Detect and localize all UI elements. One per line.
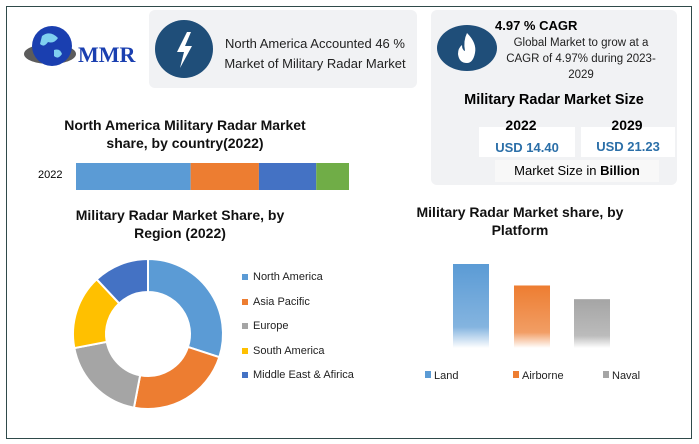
region-chart-title-line1: Military Radar Market Share, by — [75, 207, 285, 223]
region-legend: North America Asia Pacific Europe South Ame… — [242, 270, 354, 393]
cagr-text-line2: CAGR of 4.97% during 2023- — [506, 53, 656, 65]
market-size-unit: Market Size in Billion — [495, 160, 659, 182]
donut-slice-asia-pacific — [132, 345, 221, 410]
country-stacked-bar — [76, 163, 349, 190]
cagr-text-line3: 2029 — [568, 69, 594, 81]
legend-label: Europe — [253, 320, 289, 332]
platform-bar-land — [453, 264, 489, 348]
unit-bold: Billion — [600, 163, 640, 178]
logo: MMR — [14, 22, 144, 72]
market-size-value-2029: USD 21.23 — [596, 139, 660, 154]
donut-slice-middle-east-afirica — [95, 257, 149, 305]
legend-swatch — [513, 371, 519, 378]
cagr-headline: 4.97 % CAGR — [495, 18, 578, 33]
region-chart-title: Military Radar Market Share, by Region (… — [60, 206, 300, 242]
stacked-bar-segment-1 — [190, 163, 259, 190]
legend-swatch — [242, 372, 248, 378]
legend-label: Middle East & Afirica — [253, 369, 354, 381]
flame-icon — [437, 25, 497, 71]
platform-bar-airborne — [514, 285, 550, 348]
logo-text: MMR — [78, 42, 136, 67]
legend-swatch — [425, 371, 431, 378]
highlight-card: North America Accounted 46 % Market of M… — [149, 10, 417, 88]
platform-bar-naval — [574, 299, 610, 348]
legend-item: South America — [242, 344, 354, 358]
globe-logo-icon — [24, 26, 76, 66]
market-size-year-2022: 2022 — [505, 117, 537, 133]
country-chart-title: North America Military Radar Market shar… — [40, 116, 330, 152]
legend-label-land: Land — [434, 370, 458, 382]
legend-swatch — [242, 347, 248, 354]
unit-prefix: Market Size in — [514, 163, 601, 178]
legend-label-naval: Naval — [612, 370, 640, 382]
cagr-card: 4.97 % CAGR Global Market to grow at a C… — [431, 10, 677, 185]
region-donut-chart — [72, 257, 224, 410]
market-size-title: Military Radar Market Size — [464, 92, 644, 108]
legend-item: Europe — [242, 319, 354, 333]
legend-swatch — [242, 298, 248, 305]
legend-swatch — [603, 371, 609, 378]
stacked-bar-segment-3 — [316, 163, 349, 190]
platform-bar-chart: Land Airborne Naval — [425, 264, 640, 382]
legend-swatch — [242, 323, 248, 329]
country-chart-title-line2: share, by country(2022) — [106, 135, 264, 151]
country-chart-category-label: 2022 — [38, 169, 63, 181]
legend-item: Asia Pacific — [242, 295, 354, 309]
legend-label: North America — [253, 271, 323, 283]
legend-item: North America — [242, 270, 354, 284]
donut-slice-europe — [73, 340, 142, 409]
country-chart-title-line1: North America Military Radar Market — [64, 117, 306, 133]
region-chart-title-line2: Region (2022) — [134, 225, 226, 241]
platform-chart-title: Military Radar Market share, by Platform — [400, 203, 640, 239]
market-size-year-2029: 2029 — [611, 117, 643, 133]
highlight-text-line1: North America Accounted 46 % — [225, 36, 405, 51]
legend-label: Asia Pacific — [253, 295, 310, 308]
cagr-text-line1: Global Market to grow at a — [513, 37, 649, 49]
platform-chart-title-line1: Military Radar Market share, by — [416, 204, 624, 220]
stacked-bar-segment-0 — [76, 163, 191, 190]
highlight-text-line2: Market of Military Radar Market — [224, 56, 406, 71]
donut-slice-north-america — [147, 257, 224, 359]
stacked-bar-segment-2 — [258, 163, 317, 190]
legend-item: Middle East & Afirica — [242, 368, 354, 382]
lightning-icon — [155, 20, 213, 78]
market-size-value-2022: USD 14.40 — [495, 140, 559, 155]
legend-swatch — [242, 274, 248, 280]
legend-label-airborne: Airborne — [522, 370, 564, 382]
legend-label: South America — [253, 344, 325, 357]
platform-chart-title-line2: Platform — [491, 222, 549, 238]
